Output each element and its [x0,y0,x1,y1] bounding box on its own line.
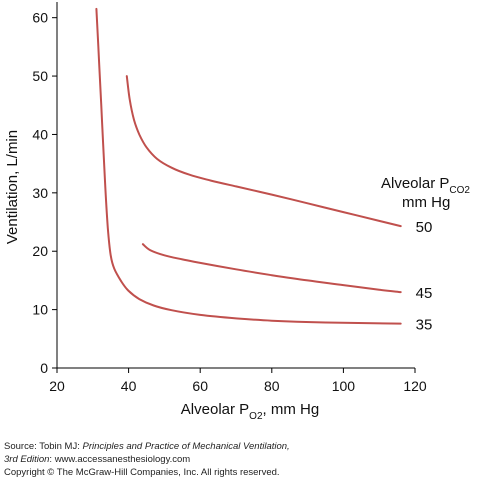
x-tick-label: 40 [121,378,137,394]
x-axis-title-sub: O2 [249,411,263,422]
x-tick-label: 100 [332,378,356,394]
series-lines [95,7,402,325]
x-tick-label: 80 [264,378,280,394]
y-tick-label: 10 [32,302,48,318]
legend-title: Alveolar PCO2 mm Hg [381,175,470,211]
y-ticks: 0 10 20 30 40 50 60 [32,10,57,376]
ventilation-chart: 0 10 20 30 40 50 60 20 40 60 80 100 120 35 45 50 Vent… [4,2,470,422]
source-footer: Source: Tobin MJ: Principles and Practic… [4,440,290,479]
legend-title-units: mm Hg [402,194,450,211]
x-axis-title: Alveolar PO2, mm Hg [181,401,319,422]
x-axis-title-main: Alveolar P [181,401,249,418]
source-line: Source: Tobin MJ: Principles and Practic… [4,441,290,452]
y-axis-title: Ventilation, L/min [4,130,21,244]
x-ticks: 20 40 60 80 100 120 [49,368,427,394]
x-axis-title-tail: , mm Hg [263,401,320,418]
edition-line: 3rd Edition: www.accessanesthesiology.co… [4,454,191,465]
copyright-line: Copyright © The McGraw-Hill Companies, I… [4,467,280,478]
legend-title-sub: CO2 [449,185,470,196]
legend-title-main: Alveolar P [381,175,449,192]
x-tick-label: 20 [49,378,65,394]
series-label-pco2-50: 50 [416,219,433,236]
series-line-pco2-50 [125,75,402,228]
y-tick-label: 20 [32,243,48,259]
series-label-pco2-35: 35 [416,317,433,334]
series-line-pco2-35 [95,7,402,325]
svg-text:Alveolar PCO2: Alveolar PCO2 [381,175,470,196]
series-line-pco2-45 [141,243,402,294]
x-tick-label: 60 [192,378,208,394]
y-tick-label: 50 [32,68,48,84]
series-label-pco2-45: 45 [416,285,433,302]
y-tick-label: 60 [32,10,48,26]
y-tick-label: 40 [32,126,48,142]
plot-area: 0 10 20 30 40 50 60 20 40 60 80 100 120 35 45 50 [32,2,432,394]
y-tick-label: 0 [40,360,48,376]
series-labels: 35 45 50 [416,219,433,334]
x-tick-label: 120 [403,378,427,394]
y-tick-label: 30 [32,185,48,201]
